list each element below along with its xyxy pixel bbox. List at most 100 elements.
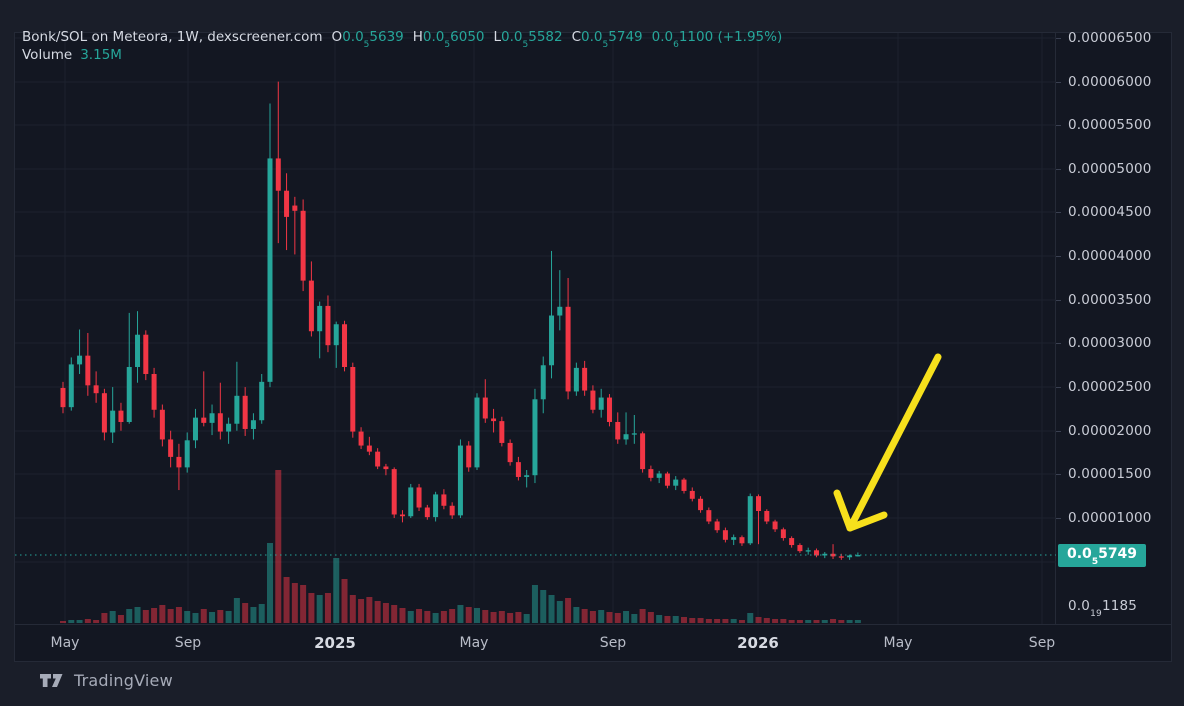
time-axis-label: May bbox=[883, 635, 913, 651]
volume-bar bbox=[548, 595, 555, 623]
volume-bar bbox=[830, 619, 837, 623]
candle-body bbox=[441, 494, 447, 506]
volume-bar bbox=[151, 608, 158, 623]
candlestick-chart bbox=[15, 33, 1056, 624]
time-axis[interactable]: May Sep 2025 May Sep 2026 May Sep bbox=[15, 624, 1171, 661]
candle-body bbox=[408, 487, 414, 517]
volume-bar bbox=[109, 611, 116, 623]
candle-body bbox=[308, 280, 314, 332]
candle-body bbox=[797, 545, 803, 552]
tradingview-attribution[interactable]: TradingView bbox=[40, 671, 173, 690]
time-axis-label: May bbox=[50, 635, 80, 651]
volume-bar bbox=[217, 610, 224, 623]
candle-body bbox=[143, 334, 149, 374]
volume-bar bbox=[134, 607, 141, 623]
candle-body bbox=[209, 413, 215, 423]
candle-body bbox=[756, 496, 762, 512]
volume-bar bbox=[275, 470, 282, 623]
price-axis-tick bbox=[1056, 474, 1061, 475]
volume-bar bbox=[60, 621, 66, 623]
price-axis-label: 0.00002000 bbox=[1068, 423, 1152, 439]
volume-bar bbox=[705, 619, 712, 623]
volume-bar bbox=[598, 610, 605, 623]
price-axis[interactable]: 0.055749 0.0191185 0.00006500 0.00006000 0… bbox=[1056, 30, 1172, 624]
volume-bar bbox=[796, 620, 803, 623]
volume-bar bbox=[490, 612, 497, 623]
ohlc-close: C0.055749 bbox=[571, 29, 643, 50]
candle-body bbox=[474, 397, 480, 468]
volume-bar bbox=[167, 609, 174, 623]
candle-body bbox=[317, 305, 323, 332]
volume-bar bbox=[656, 615, 663, 623]
volume-bar bbox=[755, 617, 762, 623]
candle-body bbox=[184, 440, 190, 468]
price-axis-tick bbox=[1056, 431, 1061, 432]
volume-bar bbox=[258, 604, 265, 623]
candle-body bbox=[159, 409, 165, 440]
volume-bar bbox=[225, 611, 232, 623]
candle-body bbox=[590, 390, 596, 410]
candle-body bbox=[217, 413, 223, 432]
chart-widget: 0.055749 0.0191185 0.00006500 0.00006000 0… bbox=[14, 30, 1172, 662]
candle-body bbox=[722, 530, 728, 540]
volume-bar bbox=[623, 611, 630, 623]
volume-bar bbox=[631, 614, 638, 623]
volume-bar bbox=[805, 620, 812, 623]
candle-body bbox=[110, 410, 116, 433]
volume-bar bbox=[192, 613, 199, 623]
volume-value: 3.15M bbox=[80, 47, 122, 63]
candle-body bbox=[565, 306, 571, 392]
price-axis-label: 0.00004000 bbox=[1068, 248, 1152, 264]
price-axis-tick bbox=[1056, 82, 1061, 83]
volume-bar bbox=[747, 613, 754, 623]
candle-body bbox=[805, 550, 811, 552]
volume-label: Volume bbox=[22, 47, 73, 63]
volume-bar bbox=[93, 620, 100, 623]
candle-body bbox=[631, 433, 637, 435]
price-axis-tick bbox=[1056, 38, 1061, 39]
candle-body bbox=[77, 355, 83, 365]
volume-bar bbox=[374, 601, 381, 623]
volume-bar bbox=[788, 620, 795, 623]
price-pane[interactable] bbox=[15, 33, 1056, 624]
tradingview-logo-icon bbox=[40, 673, 63, 687]
volume-bar bbox=[175, 607, 182, 623]
candle-body bbox=[615, 421, 621, 440]
candle-body bbox=[325, 305, 331, 346]
candle-body bbox=[606, 397, 612, 422]
price-axis-label: 0.00005500 bbox=[1068, 117, 1152, 133]
volume-bar bbox=[606, 612, 613, 623]
volume-bar bbox=[639, 609, 646, 623]
time-axis-label: Sep bbox=[1028, 635, 1056, 651]
volume-bar bbox=[540, 590, 547, 623]
volume-bar bbox=[581, 609, 588, 623]
candle-body bbox=[242, 395, 248, 429]
legend-ohlc-row: Bonk/SOL on Meteora, 1W, dexscreener.com… bbox=[22, 28, 782, 50]
candle-body bbox=[176, 456, 182, 468]
price-axis-tick bbox=[1056, 212, 1061, 213]
volume-bar bbox=[556, 601, 563, 623]
price-axis-tick bbox=[1056, 343, 1061, 344]
candle-body bbox=[515, 462, 521, 477]
candle-body bbox=[416, 487, 422, 508]
candle-body bbox=[847, 555, 853, 558]
volume-bar bbox=[730, 619, 737, 623]
volume-bar bbox=[382, 603, 389, 623]
volume-bar bbox=[614, 613, 621, 623]
chart-title: Bonk/SOL on Meteora, 1W, dexscreener.com bbox=[22, 29, 323, 45]
candle-body bbox=[582, 367, 588, 391]
volume-bar bbox=[738, 620, 745, 623]
price-axis-label: 0.00006000 bbox=[1068, 74, 1152, 90]
volume-bar bbox=[68, 620, 75, 623]
volume-bar bbox=[531, 585, 538, 623]
volume-bar bbox=[780, 619, 787, 623]
volume-bar bbox=[209, 612, 216, 623]
volume-bar bbox=[440, 611, 447, 623]
volume-bar bbox=[697, 618, 704, 623]
candle-body bbox=[532, 399, 538, 476]
candle-body bbox=[731, 537, 737, 540]
volume-bar bbox=[250, 607, 257, 623]
candle-body bbox=[135, 334, 141, 368]
volume-bar bbox=[200, 609, 207, 623]
chart-legend: Bonk/SOL on Meteora, 1W, dexscreener.com… bbox=[22, 28, 782, 64]
